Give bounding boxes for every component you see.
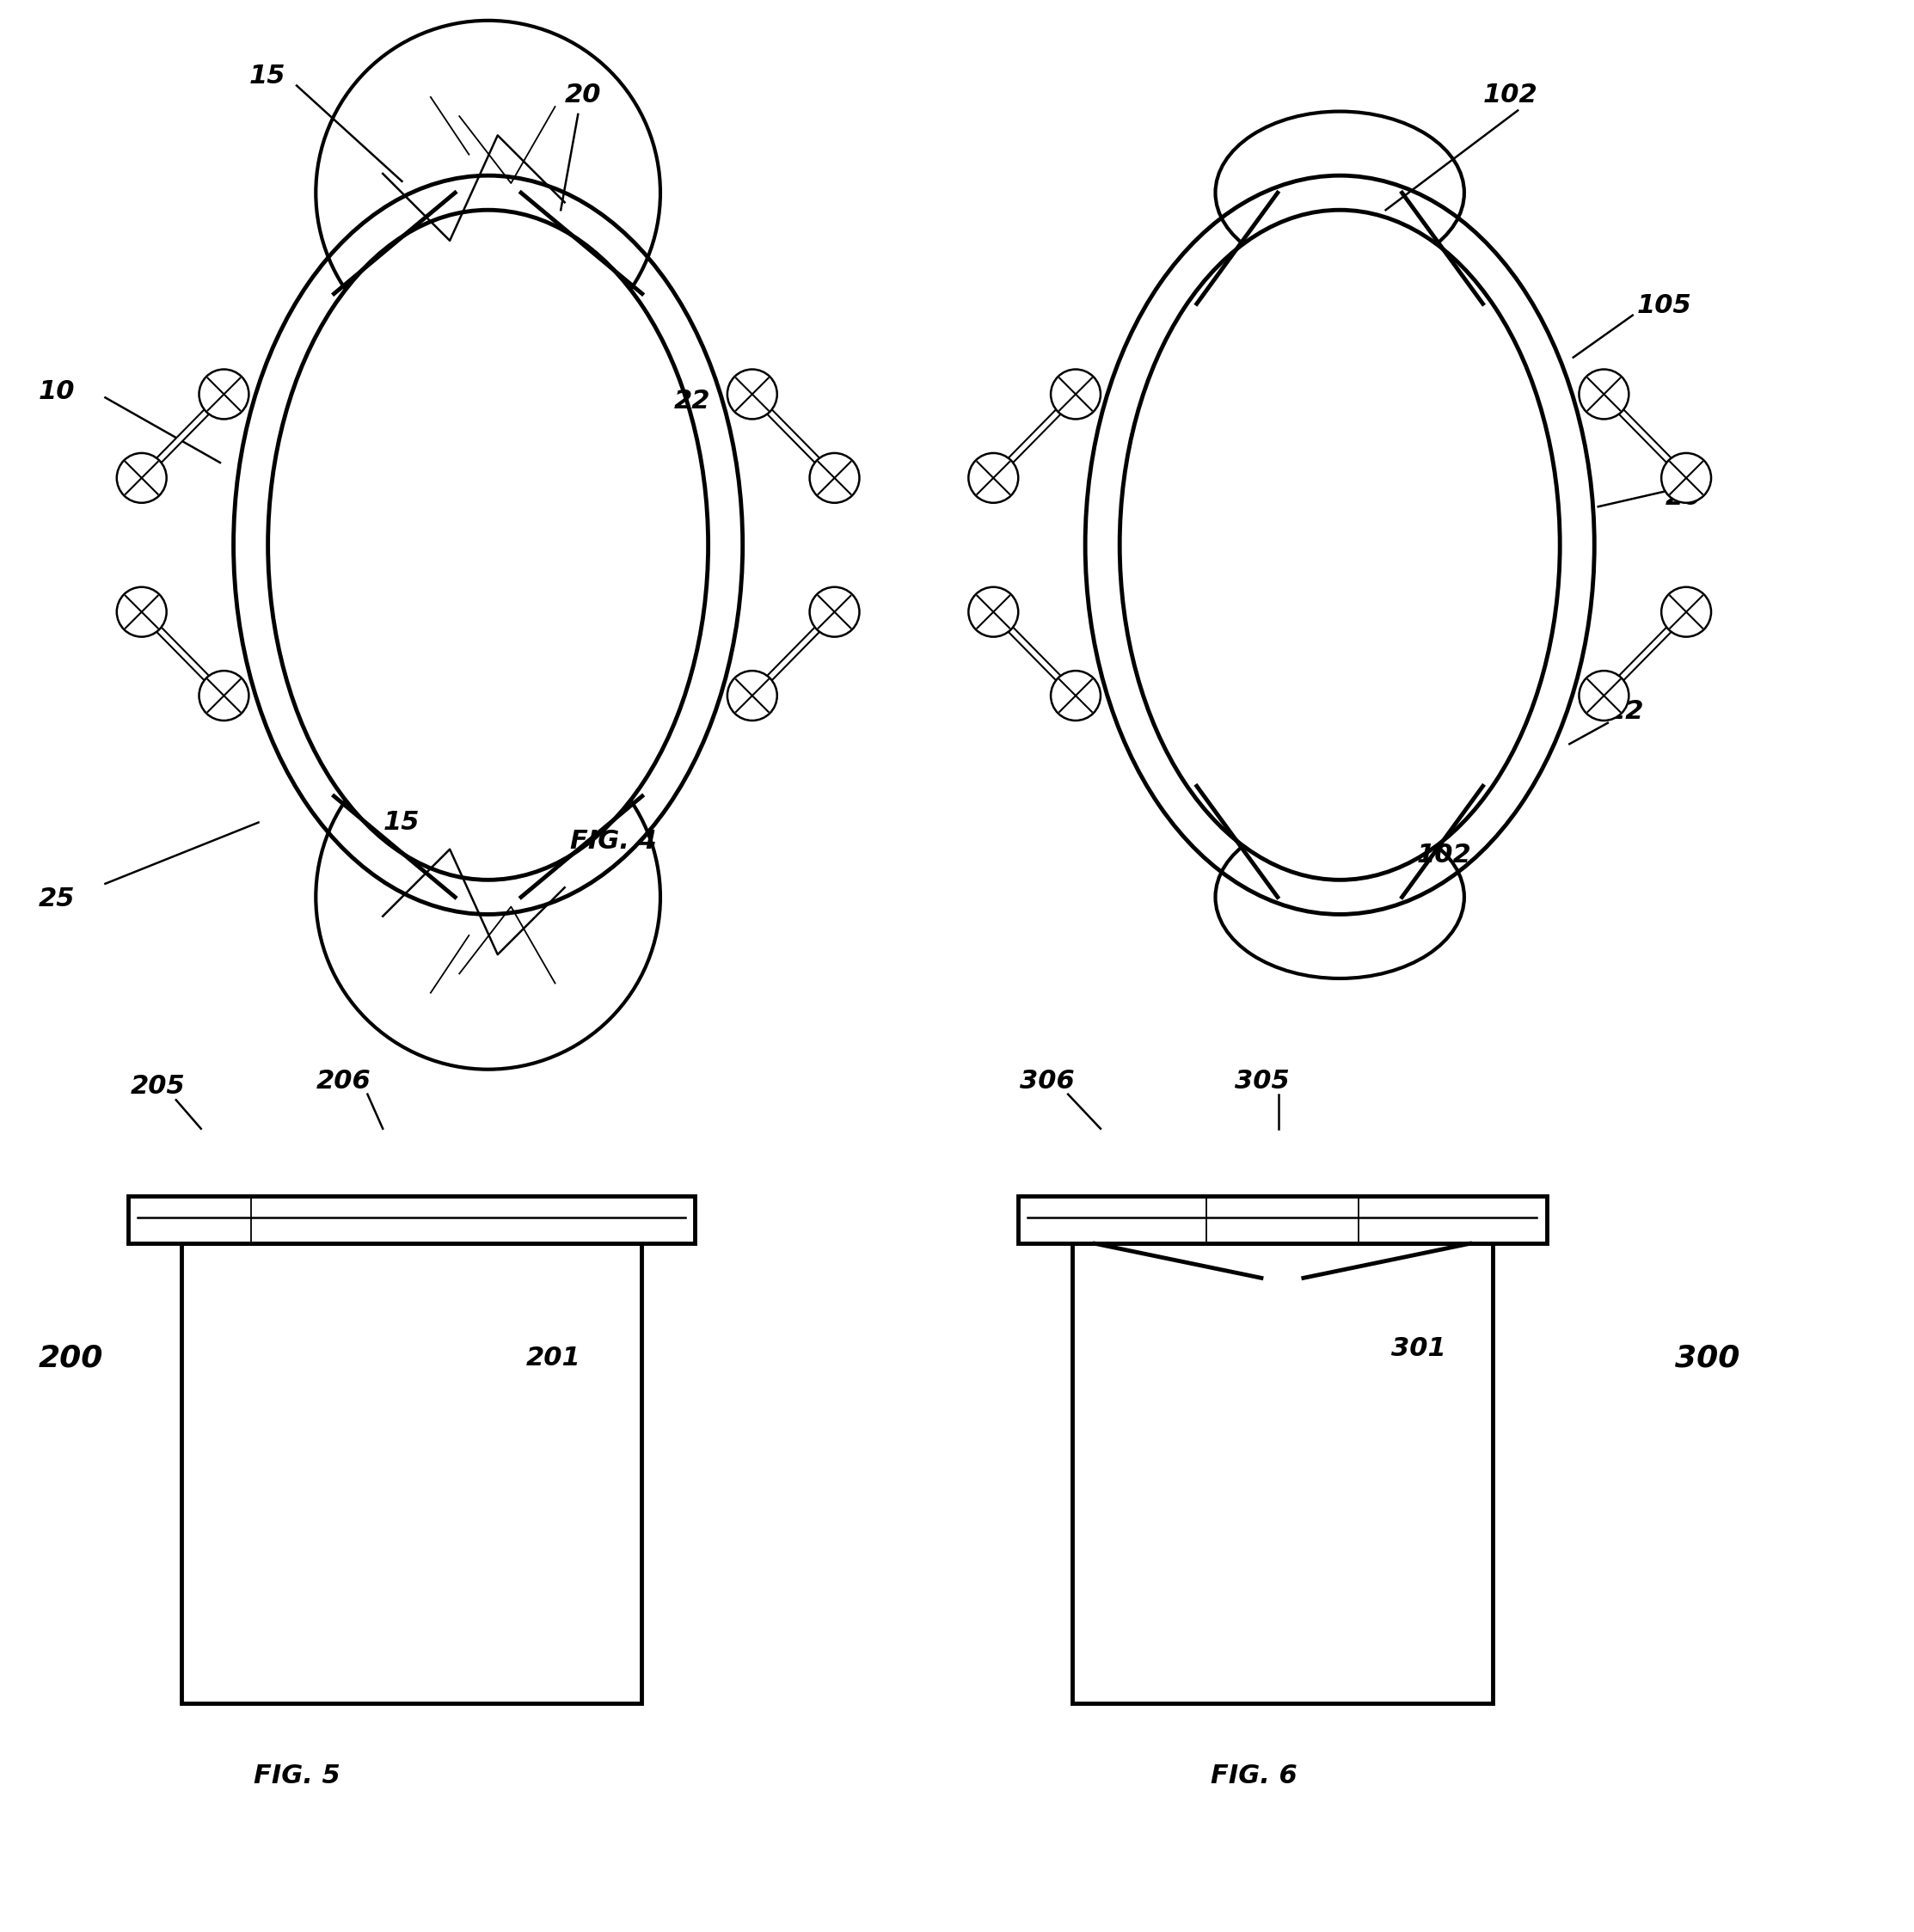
Text: 200: 200 — [38, 1345, 103, 1374]
Text: 301: 301 — [1391, 1337, 1447, 1362]
Text: 206: 206 — [316, 1068, 371, 1094]
Circle shape — [1579, 369, 1629, 419]
Text: 105: 105 — [1636, 294, 1692, 319]
Text: FIG. 6: FIG. 6 — [1210, 1764, 1298, 1787]
Text: 205: 205 — [130, 1074, 186, 1099]
Ellipse shape — [1120, 211, 1560, 879]
Polygon shape — [1072, 1244, 1493, 1702]
Text: 102: 102 — [1416, 842, 1472, 867]
Bar — [1018, 1196, 1547, 1244]
Text: 306: 306 — [1020, 1068, 1076, 1094]
Circle shape — [810, 454, 859, 502]
Circle shape — [1661, 454, 1711, 502]
Circle shape — [117, 587, 167, 638]
Circle shape — [117, 454, 167, 502]
Circle shape — [1051, 670, 1101, 721]
Text: 22: 22 — [674, 388, 710, 413]
Circle shape — [316, 21, 660, 365]
Text: FIG. 4: FIG. 4 — [570, 829, 657, 854]
Circle shape — [199, 369, 249, 419]
Text: FIG. 5: FIG. 5 — [253, 1764, 341, 1787]
Circle shape — [968, 587, 1018, 638]
Bar — [182, 1244, 641, 1702]
Bar — [128, 1196, 695, 1244]
Text: 10: 10 — [38, 379, 75, 404]
Circle shape — [727, 369, 777, 419]
Text: 102: 102 — [1483, 83, 1539, 108]
Text: 25: 25 — [38, 887, 75, 912]
Text: 22: 22 — [1608, 699, 1644, 724]
Text: 15: 15 — [249, 64, 285, 89]
Ellipse shape — [1215, 112, 1464, 274]
Circle shape — [810, 587, 859, 638]
Text: 300: 300 — [1675, 1345, 1740, 1374]
Circle shape — [1051, 369, 1101, 419]
Text: 201: 201 — [526, 1347, 582, 1372]
Circle shape — [1579, 670, 1629, 721]
Text: 20: 20 — [1665, 485, 1702, 510]
Ellipse shape — [1215, 815, 1464, 978]
Circle shape — [199, 670, 249, 721]
Ellipse shape — [268, 211, 708, 879]
Circle shape — [1661, 587, 1711, 638]
Text: 305: 305 — [1235, 1068, 1290, 1094]
Circle shape — [727, 670, 777, 721]
Text: 20: 20 — [565, 83, 601, 108]
Circle shape — [316, 724, 660, 1068]
Circle shape — [968, 454, 1018, 502]
Text: 15: 15 — [383, 810, 419, 835]
